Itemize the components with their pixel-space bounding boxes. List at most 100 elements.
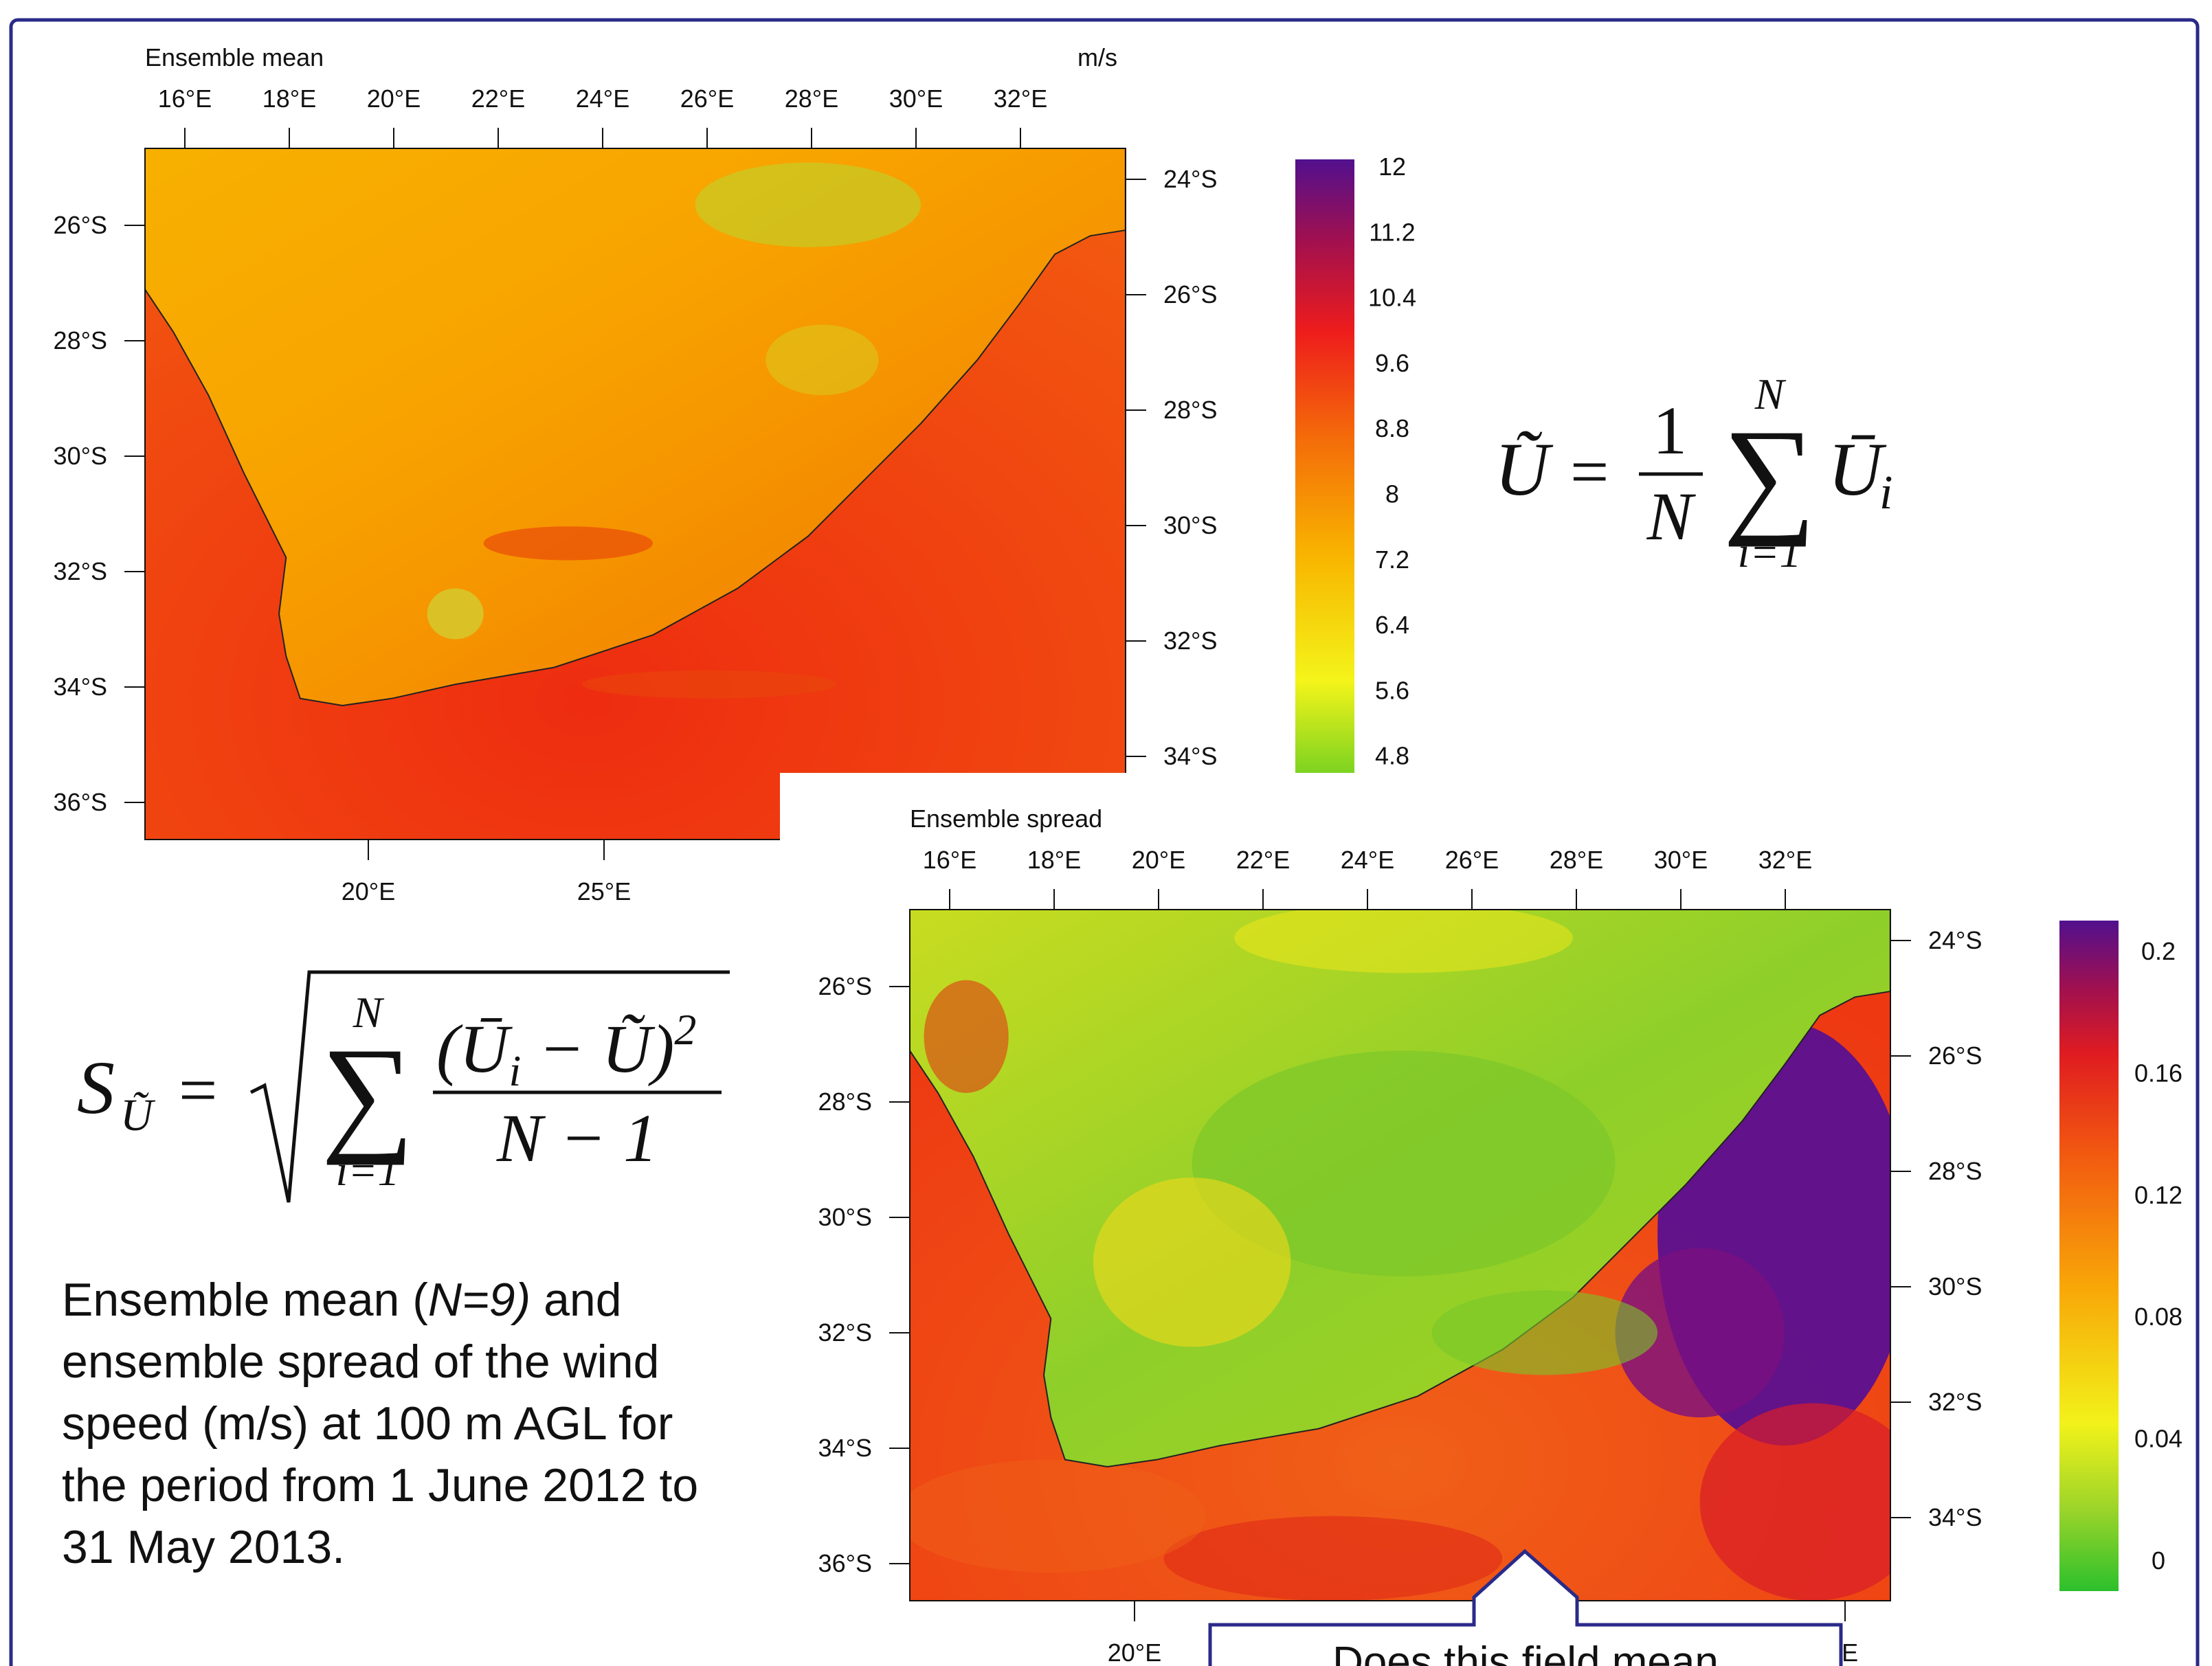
formula: ∑: [321, 1022, 414, 1166]
tick-label: 36°S: [818, 1549, 872, 1577]
formula: =: [179, 1052, 217, 1128]
tick-label: 24°S: [1163, 165, 1217, 193]
tick-label: 34°S: [54, 673, 107, 701]
tick-label: 20°E: [1108, 1639, 1161, 1666]
field-patch: [582, 671, 836, 699]
colorbar-label: 11.2: [1369, 218, 1415, 246]
formula: 1: [1653, 392, 1687, 469]
formula-part: 2: [674, 1005, 696, 1054]
tick-label: 32°S: [1928, 1388, 1982, 1416]
map-units: m/s: [1077, 43, 1117, 71]
tick-label: 26°S: [1928, 1042, 1982, 1070]
tick-label: 24°E: [1341, 846, 1394, 874]
map: [895, 903, 1925, 1601]
caption-part: Ensemble mean (: [62, 1274, 428, 1326]
tick-label: 26°S: [818, 972, 872, 1000]
formula: ∑: [1723, 403, 1816, 548]
colorbar-label: 9.6: [1375, 349, 1409, 377]
tick-label: 16°E: [923, 846, 976, 874]
colorbar-label: 5.6: [1375, 676, 1409, 704]
caption: the period from 1 June 2012 to: [62, 1459, 698, 1511]
tick-label: 34°S: [1928, 1503, 1982, 1531]
colorbar-label: 12: [1378, 153, 1406, 181]
formula: i=1: [336, 1146, 400, 1195]
colorbar-label: 4.8: [1375, 742, 1409, 770]
tick-label: 18°E: [262, 85, 316, 113]
field-patch: [895, 1460, 1206, 1573]
tick-label: 30°S: [818, 1203, 872, 1231]
tick-label: 28°S: [54, 326, 107, 354]
formula: S: [77, 1046, 115, 1129]
tick-label: 30°S: [1928, 1272, 1982, 1301]
caption: 31 May 2013.: [62, 1521, 345, 1573]
formula: N: [1646, 478, 1697, 554]
tick-label: 16°E: [158, 85, 212, 113]
field-patch: [1164, 1516, 1503, 1601]
caption: Ensemble mean (N=9) and: [62, 1274, 622, 1326]
formula: Ũ: [1495, 427, 1554, 511]
tick-label: 20°E: [1132, 846, 1185, 874]
tick-label: 36°S: [54, 788, 107, 816]
tick-label: 25°E: [577, 877, 631, 905]
formula: Ũ: [120, 1090, 156, 1140]
callout-text: Does this field mean: [1332, 1639, 1719, 1666]
formula: (Ūi − Ũ)2: [436, 1005, 696, 1095]
tick-label: 28°S: [818, 1088, 872, 1116]
field-patch: [1432, 1290, 1657, 1375]
map-title: Ensemble spread: [910, 804, 1102, 833]
colorbar-label: 0: [2152, 1546, 2165, 1575]
formula: i: [1879, 466, 1892, 519]
tick-label: 28°S: [1928, 1157, 1982, 1185]
formula-part: i: [509, 1046, 522, 1095]
tick-label: 28°E: [1550, 846, 1603, 874]
caption: ensemble spread of the wind: [62, 1336, 659, 1388]
slide: Ensemble mean m/s 16°E 18°E 20°E 22°E 24°E 26°E…: [0, 0, 2212, 1666]
formula: i=1: [1738, 528, 1802, 576]
field-patch: [1234, 903, 1573, 973]
colorbar-label: 8.8: [1375, 414, 1409, 442]
colorbar-label: 0.2: [2141, 937, 2176, 965]
tick-label: 32°S: [818, 1318, 872, 1347]
colorbar-label: 7.2: [1375, 545, 1409, 574]
field-patch: [1093, 1178, 1291, 1347]
tick-label: 20°E: [367, 85, 421, 113]
formula: N − 1: [496, 1100, 658, 1176]
formula-part: − Ũ): [521, 1011, 674, 1087]
formula: Ū: [1828, 427, 1887, 511]
field-patch: [427, 589, 484, 640]
tick-label: 22°E: [1236, 846, 1290, 874]
formula: =: [1570, 434, 1609, 510]
tick-label: 32°E: [994, 85, 1047, 113]
tick-label: 32°E: [1758, 846, 1812, 874]
field-patch: [484, 526, 653, 560]
tick-label: 34°S: [1163, 742, 1217, 770]
tick-label: 20°E: [342, 877, 395, 905]
tick-label: 28°E: [785, 85, 838, 113]
caption: speed (m/s) at 100 m AGL for: [62, 1397, 673, 1450]
colorbar-label: 0.04: [2134, 1425, 2182, 1453]
content: Ensemble mean m/s 16°E 18°E 20°E 22°E 24°E 26°E…: [54, 43, 2196, 1666]
tick-label: 32°S: [1163, 627, 1217, 655]
colorbar: [1295, 159, 1354, 773]
field-patch: [924, 980, 1009, 1093]
tick-label: 26°S: [1163, 280, 1217, 308]
map-title: Ensemble mean: [145, 43, 324, 71]
tick-label: 24°E: [576, 85, 629, 113]
field-patch: [695, 163, 921, 247]
map: [145, 148, 1126, 840]
tick-label: 28°S: [1163, 396, 1217, 424]
tick-label: 26°E: [680, 85, 734, 113]
colorbar-label: 0.08: [2134, 1303, 2182, 1331]
tick-label: 34°S: [818, 1434, 872, 1462]
colorbar-label: 6.4: [1375, 611, 1409, 639]
colorbar-label: 8: [1385, 480, 1399, 508]
tick-label: 22°E: [471, 85, 525, 113]
tick-label: 26°E: [1445, 846, 1499, 874]
tick-label: 32°S: [54, 557, 107, 585]
caption-part: N=9): [428, 1274, 530, 1326]
field-patch: [766, 325, 878, 396]
tick-label: 30°S: [1163, 511, 1217, 539]
tick-label: 24°S: [1928, 926, 1982, 954]
tick-label: 30°E: [1654, 846, 1708, 874]
tick-label: 18°E: [1027, 846, 1081, 874]
